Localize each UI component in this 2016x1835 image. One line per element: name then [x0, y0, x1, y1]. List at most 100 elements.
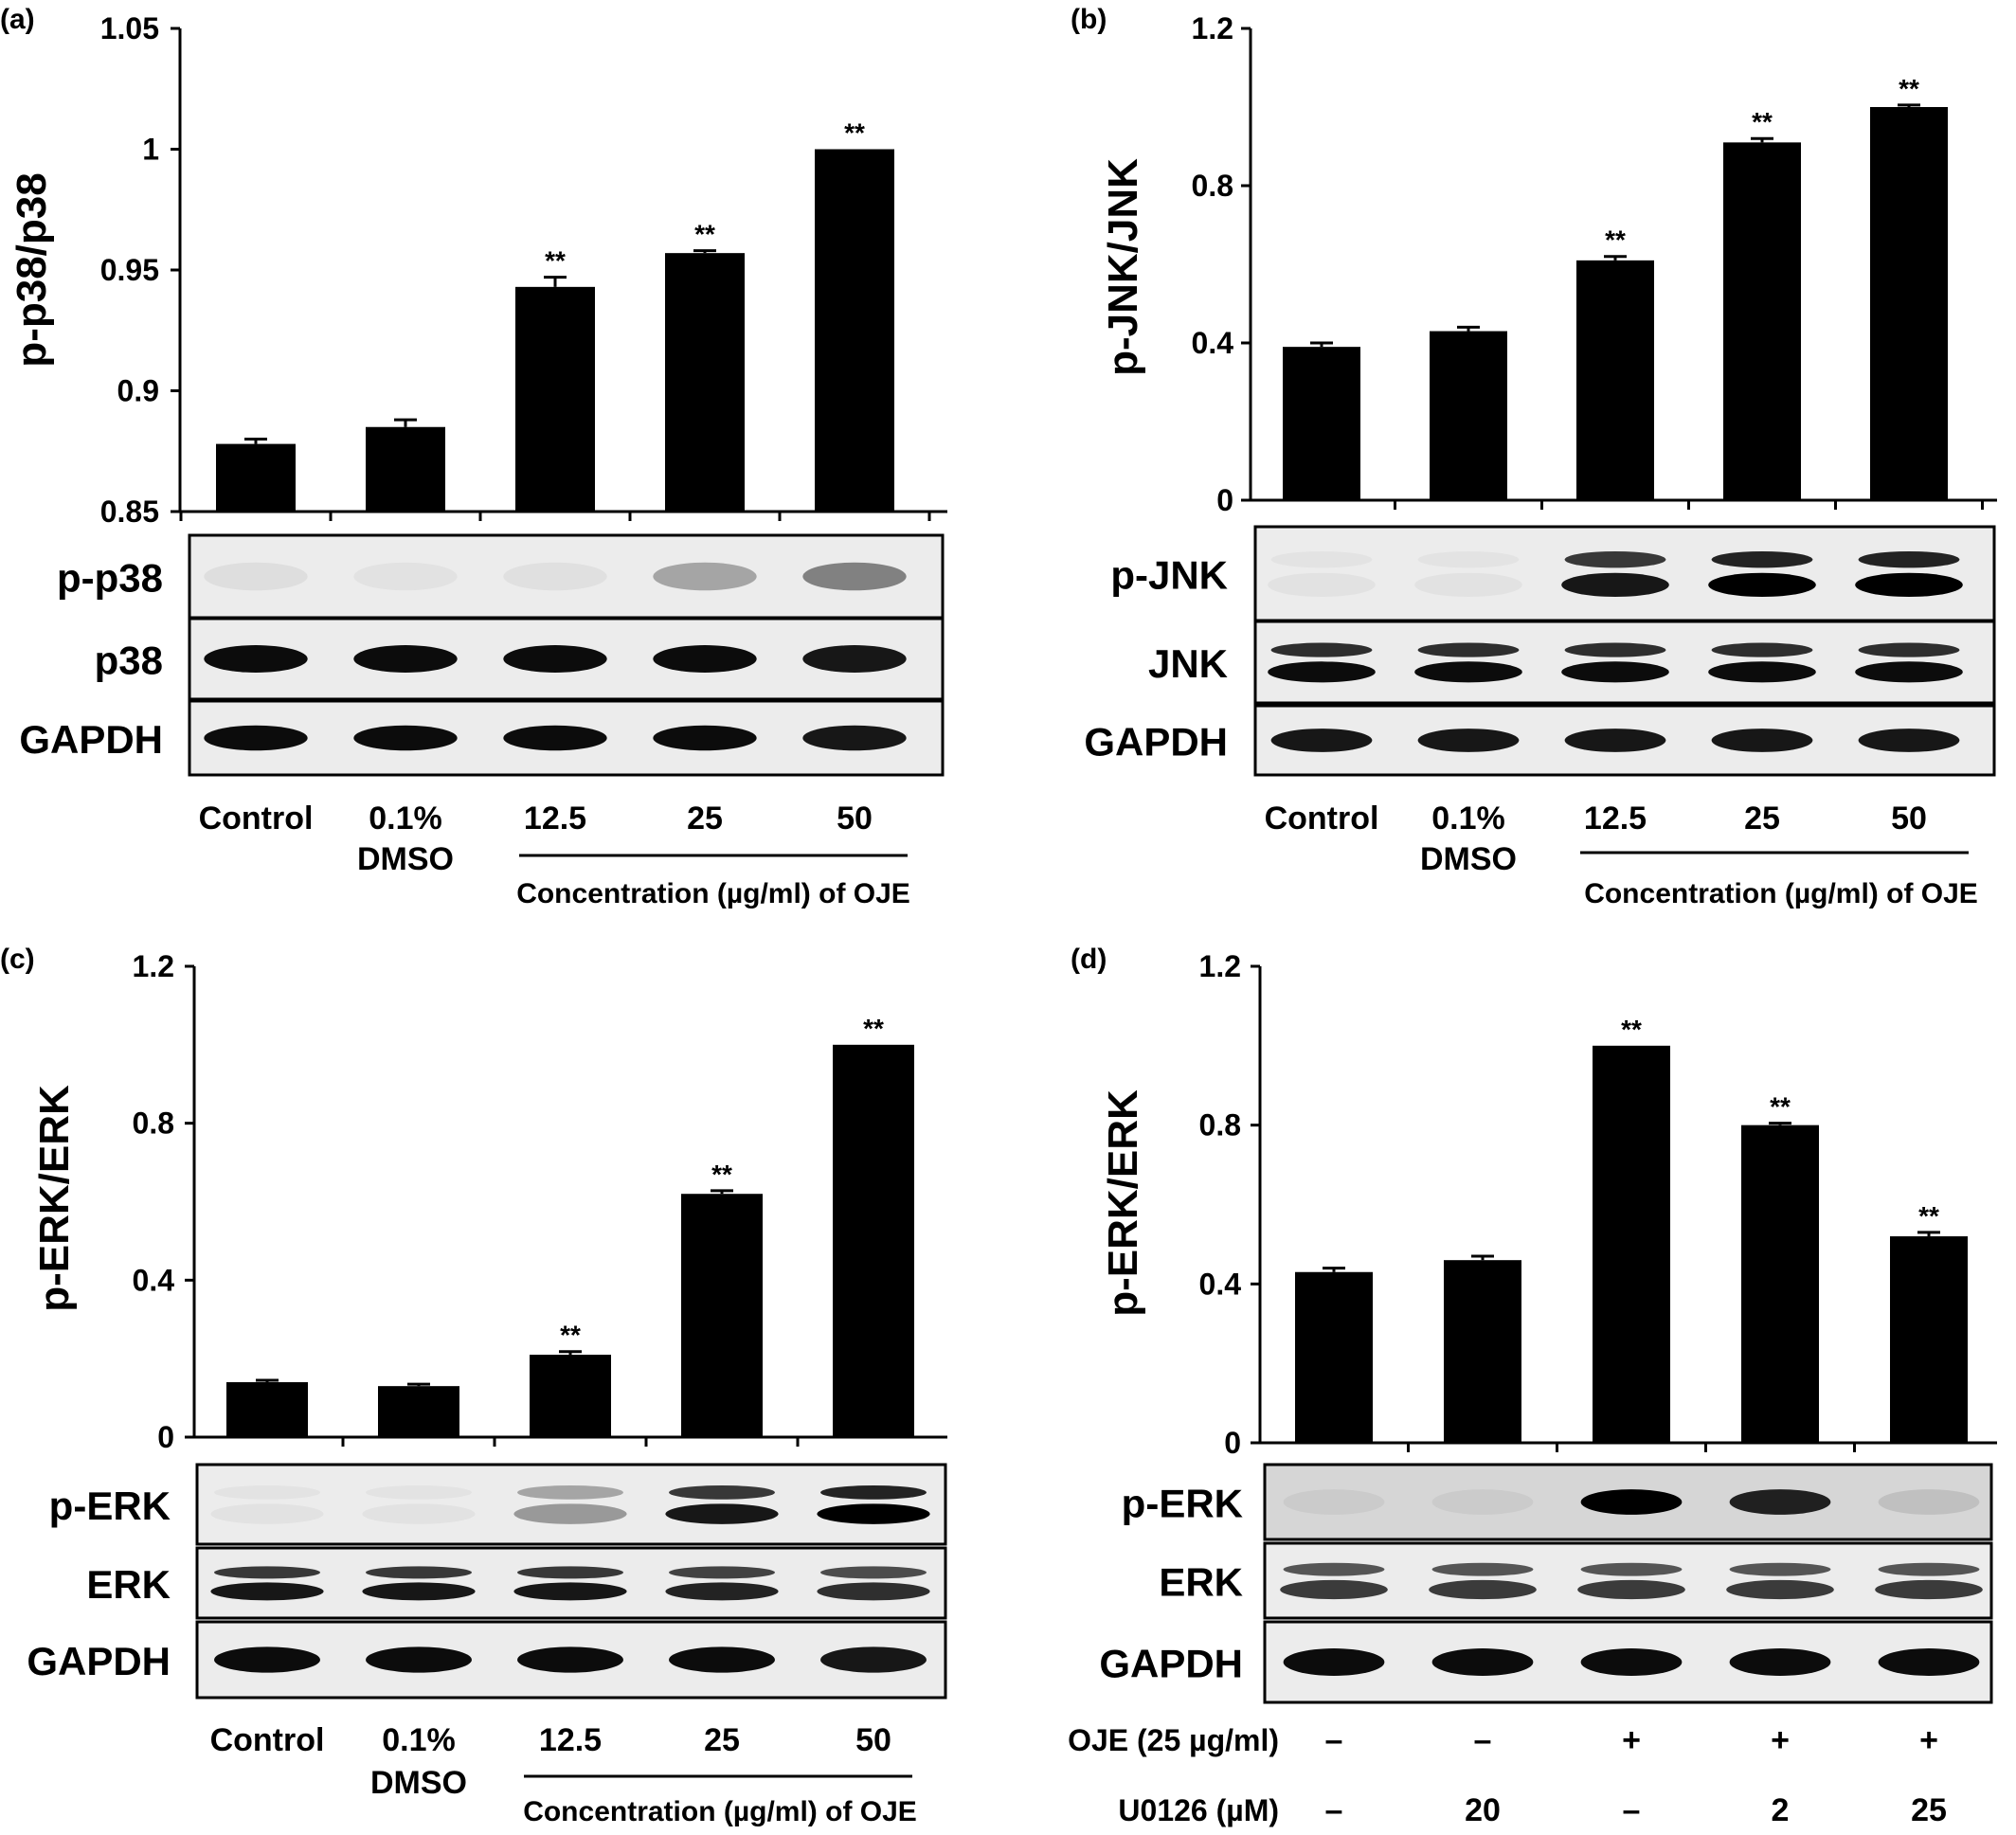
blot-band: [513, 1503, 627, 1524]
significance-mark: **: [1918, 1201, 1939, 1231]
y-tick-label: 0: [1224, 1426, 1241, 1460]
blot-band: [1580, 1648, 1683, 1676]
blot-band: [1708, 661, 1816, 683]
y-tick-label: 1.2: [133, 949, 174, 983]
bar: [1444, 1260, 1521, 1443]
blot-band: [1418, 551, 1520, 567]
category-label: Control: [210, 1722, 325, 1758]
blot-frame: [195, 1463, 947, 1546]
blot-band: [1711, 642, 1813, 657]
blot-label: p38: [95, 639, 163, 683]
category-label: 25: [704, 1722, 740, 1758]
y-tick-label: 0.4: [1192, 326, 1234, 360]
bar: [515, 286, 595, 512]
blot-band: [513, 1582, 627, 1601]
blot-band: [210, 1582, 324, 1601]
blot-band: [204, 645, 308, 673]
blot-band: [1564, 642, 1666, 657]
y-tick-label: 1.2: [1192, 11, 1233, 45]
category-label: Control: [1265, 801, 1379, 837]
blot-band: [820, 1485, 927, 1500]
y-tick-label: 0.4: [1199, 1267, 1242, 1301]
blot-band: [1280, 1579, 1388, 1600]
category-label: 50: [1891, 801, 1927, 837]
blot-label: p-ERK: [49, 1484, 171, 1528]
blot-band: [1855, 572, 1963, 598]
blot-gapdh: GAPDH: [19, 699, 945, 777]
blot-band: [517, 1646, 623, 1673]
category-label: 12.5: [524, 801, 586, 837]
bar: [226, 1382, 308, 1437]
blot-band: [362, 1503, 476, 1524]
blot-band: [1270, 642, 1373, 657]
blot-erk: ERK: [1159, 1541, 1993, 1620]
y-tick-label: 0.85: [100, 495, 159, 529]
treatment-value: +: [1622, 1722, 1641, 1758]
blot-band: [1417, 642, 1520, 657]
blot-band: [1729, 1648, 1831, 1676]
bar: [366, 426, 445, 512]
bar: [1870, 107, 1948, 500]
blot-band: [1414, 661, 1522, 683]
blot-band: [669, 1566, 775, 1579]
blot-band: [503, 725, 607, 751]
group-label: Concentration (µg/ml) of OJE: [1584, 878, 1978, 909]
blot-band: [1729, 1562, 1831, 1576]
blot-erk: ERK: [86, 1546, 947, 1620]
y-tick-label: 0: [157, 1420, 174, 1454]
blot-band: [1858, 729, 1960, 752]
significance-mark: **: [545, 246, 566, 276]
group-label: Concentration (µg/ml) of OJE: [516, 878, 910, 909]
treatment-value: +: [1919, 1722, 1938, 1758]
y-tick-label: 1.2: [1199, 949, 1241, 983]
blot-p-p38: p-p38: [57, 533, 945, 620]
blot-band: [214, 1646, 320, 1673]
blot-band: [817, 1582, 930, 1601]
bar: [1890, 1236, 1968, 1443]
treatment-row-label: U0126 (µM): [1118, 1793, 1279, 1827]
blot-band: [1283, 1648, 1385, 1676]
blot-band: [1417, 729, 1520, 752]
significance-mark: **: [863, 1014, 884, 1043]
blot-label: p-JNK: [1110, 553, 1228, 598]
y-tick-label: 0.8: [133, 1106, 174, 1141]
blot-band: [669, 1646, 775, 1673]
significance-mark: **: [1605, 225, 1626, 255]
blot-band: [210, 1503, 324, 1524]
blot-band: [353, 725, 458, 751]
blot-band: [802, 562, 907, 591]
panel-label: (d): [1071, 944, 1107, 975]
blot-gapdh: GAPDH: [27, 1620, 947, 1700]
blot-band: [204, 725, 308, 751]
blot-band: [366, 1485, 472, 1500]
bar: [1430, 331, 1507, 500]
blot-band: [820, 1566, 927, 1579]
panel-b: (b) 0 0.4 0.8 1.2 p-JNK/JNK ** ** ** p-JNK JNK GAPD…: [1071, 4, 1997, 909]
group-label: Concentration (µg/ml) of OJE: [523, 1796, 917, 1827]
y-axis-label: p-ERK/ERK: [1100, 1089, 1146, 1317]
significance-mark: **: [694, 220, 715, 249]
blot-label: GAPDH: [1099, 1642, 1243, 1686]
category-sublabel: DMSO: [357, 841, 454, 877]
category-sublabel: DMSO: [1420, 841, 1517, 877]
blot-band: [503, 562, 607, 591]
blot-band: [1711, 729, 1813, 752]
blot-band: [1283, 1562, 1385, 1576]
y-tick-label: 0.95: [100, 253, 159, 287]
treatment-value: 2: [1772, 1792, 1790, 1828]
blot-band: [1726, 1579, 1834, 1600]
treatment-value: +: [1771, 1722, 1790, 1758]
blot-band: [366, 1646, 472, 1673]
bar: [1576, 260, 1654, 500]
y-tick-label: 1: [142, 133, 159, 167]
bar: [681, 1194, 763, 1437]
category-label: 0.1%: [382, 1722, 456, 1758]
blot-band: [204, 562, 308, 591]
category-label: Control: [199, 801, 314, 837]
blot-label: GAPDH: [1084, 720, 1228, 765]
significance-mark: **: [1621, 1015, 1642, 1044]
blot-band: [1270, 729, 1373, 752]
blot-band: [1711, 550, 1813, 568]
blot-band: [817, 1503, 930, 1524]
blot-band: [1878, 1648, 1980, 1676]
